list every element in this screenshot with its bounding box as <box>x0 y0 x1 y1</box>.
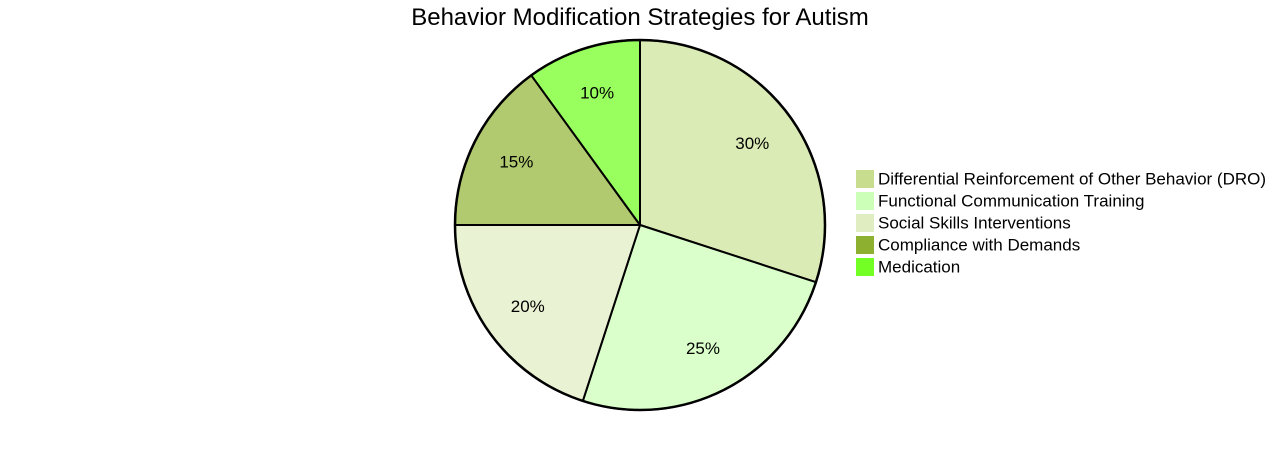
slice-value-label: 10% <box>580 84 614 103</box>
pie-outline <box>453 38 827 412</box>
legend-swatch-compliance-with-demands <box>856 236 874 254</box>
legend-label: Medication <box>878 258 960 277</box>
slice-value-label: 30% <box>735 134 769 153</box>
legend-label: Functional Communication Training <box>878 192 1144 211</box>
legend-swatch-differential-reinforcement-of-other-behavior-dro <box>856 170 874 188</box>
slice-value-label: 20% <box>511 297 545 316</box>
slice-value-label: 15% <box>499 153 533 172</box>
legend-label: Differential Reinforcement of Other Beha… <box>878 170 1266 189</box>
legend-swatch-medication <box>856 258 874 276</box>
legend-label: Compliance with Demands <box>878 236 1080 255</box>
legend-swatch-social-skills-interventions <box>856 214 874 232</box>
chart-title: Behavior Modification Strategies for Aut… <box>411 4 869 31</box>
slice-value-label: 25% <box>686 339 720 358</box>
legend: Differential Reinforcement of Other Beha… <box>856 170 1266 277</box>
legend-swatch-functional-communication-training <box>856 192 874 210</box>
legend-label: Social Skills Interventions <box>878 214 1071 233</box>
slice-value-labels: 30% 25% 20% 15% 10% <box>499 84 769 359</box>
pie-slices <box>454 39 826 411</box>
